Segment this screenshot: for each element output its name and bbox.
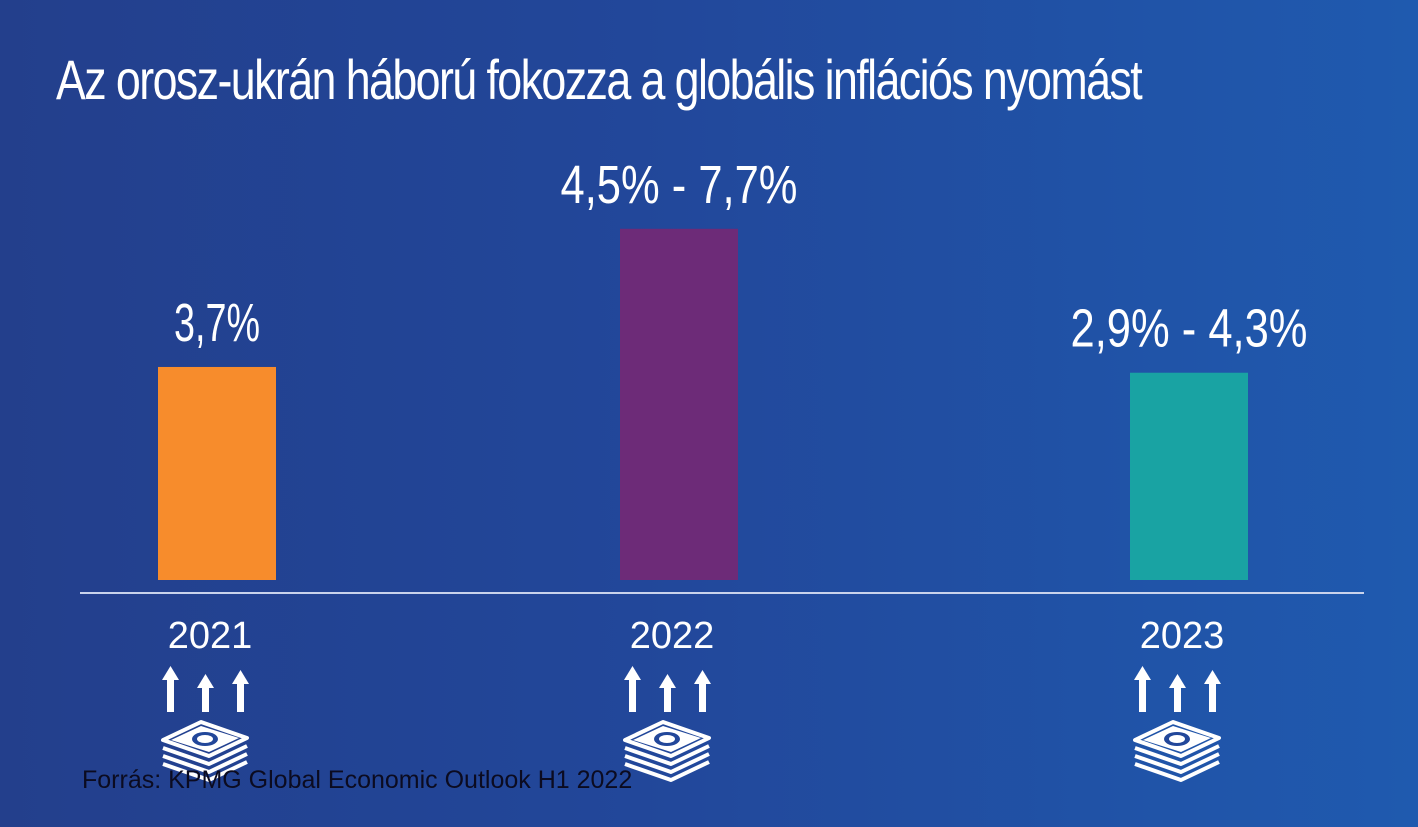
year-label-2022: 2022 — [630, 615, 715, 657]
value-label-2022: 4,5% - 7,7% — [561, 155, 798, 215]
year-label-2023: 2023 — [1140, 615, 1225, 657]
bars-layer — [158, 228, 1248, 580]
money-stack-arrows-up-icon — [622, 664, 713, 782]
source-note: Forrás: KPMG Global Economic Outlook H1 … — [82, 766, 633, 794]
value-label-2023: 2,9% - 4,3% — [1071, 299, 1308, 359]
value-label-2021: 3,7% — [174, 293, 260, 353]
money-stack-arrows-up-icon — [1132, 664, 1223, 782]
money-stack-arrows-up-icon — [160, 664, 251, 782]
year-label-2021: 2021 — [168, 615, 253, 657]
bar-2022 — [620, 228, 738, 580]
labels-layer: 3,7% 2021 4,5% - 7,7% 2022 2,9% - 4,3% 2023 — [160, 155, 1308, 782]
chart-title: Az orosz-ukrán háború fokozza a globális… — [56, 48, 1143, 111]
bar-2023 — [1130, 372, 1248, 580]
bar-2021 — [158, 366, 276, 580]
